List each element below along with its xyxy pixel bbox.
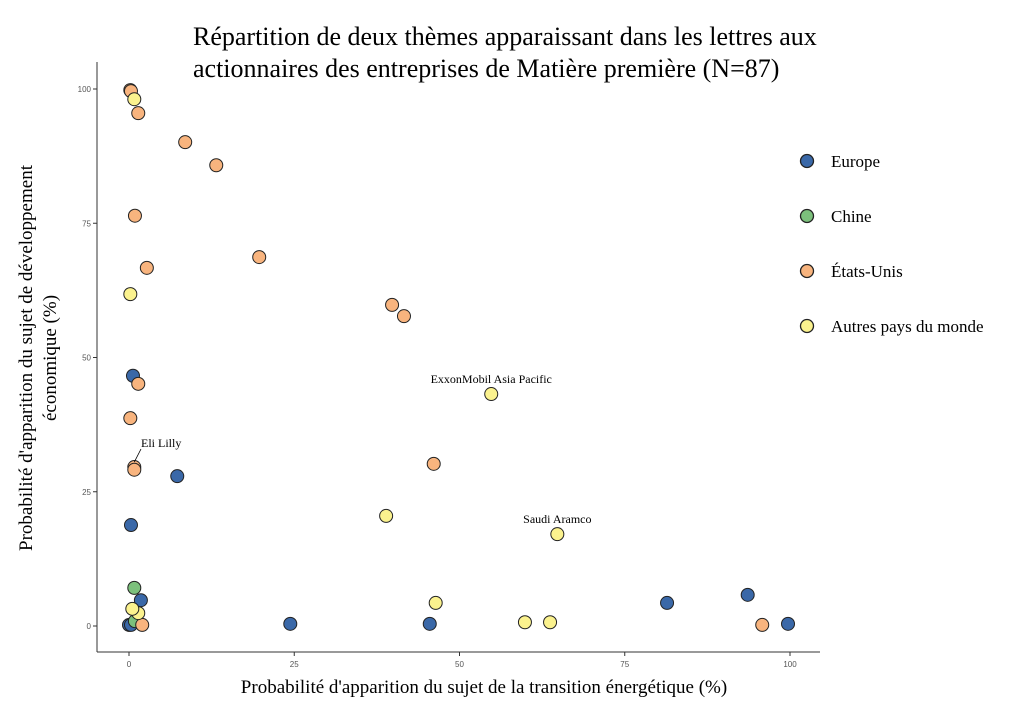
legend-label: Chine [831,207,872,226]
data-point-autres-pays-du-monde [484,387,499,402]
y-axis-label-line-1: Probabilité d'apparition du sujet de dév… [16,164,37,551]
data-point--tats-unis [385,297,400,312]
data-point-europe [740,587,755,602]
data-point--tats-unis [127,462,142,477]
data-point-europe [170,469,185,484]
legend-marker [799,263,815,279]
y-tick-label: 25 [82,488,91,497]
data-point-autres-pays-du-monde [125,601,140,616]
annotation-leader-line [133,448,142,463]
legend-marker [799,318,815,334]
data-point--tats-unis [131,376,146,391]
data-point--tats-unis [139,260,154,275]
data-point--tats-unis [123,411,138,426]
y-tick-label: 100 [78,85,92,94]
data-point--tats-unis [755,617,770,632]
annotation-label: Eli Lilly [141,436,181,450]
annotation-label: ExxonMobil Asia Pacific [431,372,552,386]
y-tick-label: 75 [82,219,91,228]
data-point--tats-unis [135,617,150,632]
data-point-autres-pays-du-monde [123,287,138,302]
chart-title-line-2: actionnaires des entreprises de Matière … [193,54,779,83]
data-point-europe [422,616,437,631]
data-point-autres-pays-du-monde [543,615,558,630]
data-point-autres-pays-du-monde [550,527,565,542]
data-point--tats-unis [127,208,142,223]
legend-label: Autres pays du monde [831,317,984,336]
data-point-europe [283,616,298,631]
data-point-europe [781,616,796,631]
y-axis-label-line-2: économique (%) [40,295,61,421]
x-tick-label: 25 [290,660,299,669]
x-tick-label: 75 [620,660,629,669]
y-tick-label: 0 [87,622,92,631]
data-point--tats-unis [178,135,193,150]
chart-title-line-1: Répartition de deux thèmes apparaissant … [193,22,817,51]
x-tick-label: 100 [783,660,797,669]
data-point--tats-unis [209,158,224,173]
data-point--tats-unis [426,456,441,471]
legend-marker [799,208,815,224]
data-point-autres-pays-du-monde [127,92,142,107]
x-tick-label: 0 [127,660,132,669]
data-point-autres-pays-du-monde [428,595,443,610]
data-point-chine [127,580,142,595]
legend-label: Europe [831,152,880,171]
data-point--tats-unis [396,309,411,324]
data-point-autres-pays-du-monde [379,508,394,523]
legend-label: États-Unis [831,262,903,281]
x-tick-label: 50 [455,660,464,669]
data-point--tats-unis [252,250,267,265]
legend: Europe Chine États-Unis Autres pays du mond… [799,152,984,336]
annotation-label: Saudi Aramco [523,512,591,526]
data-point-europe [123,518,138,533]
data-point-europe [660,595,675,610]
data-point-autres-pays-du-monde [517,615,532,630]
legend-marker [799,153,815,169]
x-axis-label: Probabilité d'apparition du sujet de la … [241,677,727,698]
data-point--tats-unis [131,106,146,121]
y-tick-label: 50 [82,354,91,363]
